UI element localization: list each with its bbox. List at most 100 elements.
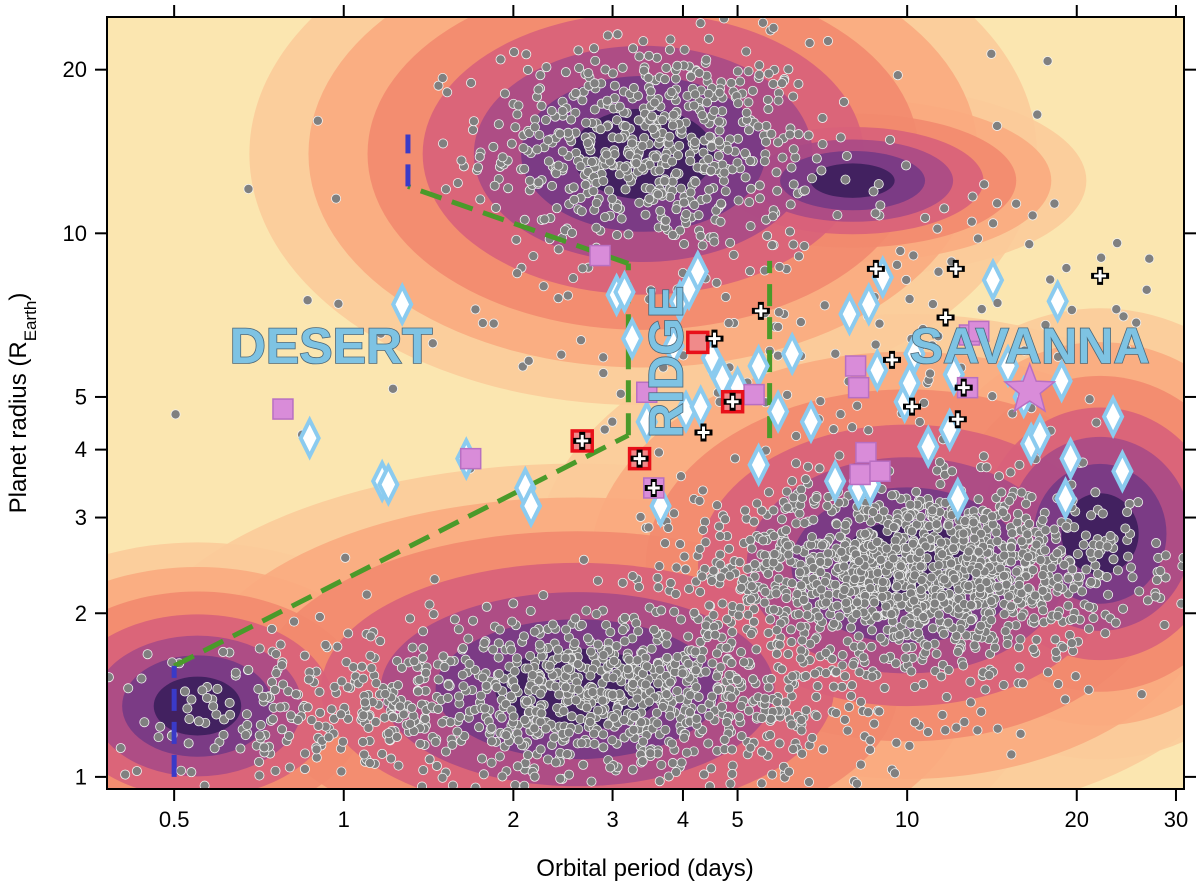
planet-point	[735, 76, 746, 87]
planet-point	[700, 537, 711, 548]
planet-point	[278, 679, 289, 690]
planet-point	[474, 151, 485, 162]
planet-point	[922, 640, 933, 651]
planet-point	[998, 680, 1009, 691]
planet-point	[697, 571, 708, 582]
planet-point	[538, 590, 549, 601]
planet-point	[1159, 619, 1170, 630]
planet-point	[1096, 252, 1107, 263]
planet-point	[506, 138, 517, 149]
planet-point	[1053, 679, 1064, 690]
planet-point	[828, 424, 839, 435]
planet-point	[854, 667, 865, 678]
planet-point	[854, 513, 865, 524]
planet-point	[707, 691, 718, 702]
planet-point	[888, 553, 899, 564]
planet-point	[681, 209, 692, 220]
planet-point	[199, 780, 210, 789]
planet-point	[706, 763, 717, 774]
planet-point	[772, 350, 783, 361]
planet-square	[855, 441, 877, 464]
planet-point	[811, 691, 822, 702]
planet-point	[1040, 545, 1051, 556]
planet-point	[746, 581, 757, 592]
planet-point	[676, 757, 687, 768]
planet-point	[988, 218, 999, 229]
planet-point	[765, 713, 776, 724]
planet-point	[1028, 643, 1039, 654]
planet-point	[433, 703, 444, 714]
planet-point	[1012, 517, 1023, 528]
planet-point	[1068, 614, 1079, 625]
planet-point	[224, 697, 235, 708]
planet-diamond	[857, 281, 881, 327]
planet-point	[797, 748, 808, 759]
planet-point	[1052, 610, 1063, 621]
planet-cross-fill	[576, 434, 589, 447]
planet-point	[716, 198, 727, 209]
planet-point	[1100, 628, 1111, 639]
planet-point	[1122, 507, 1133, 518]
planet-point	[804, 38, 815, 49]
planet-point	[969, 533, 980, 544]
planet-point	[578, 759, 589, 770]
planet-point	[1030, 590, 1041, 601]
planet-point	[1015, 634, 1026, 645]
planet-point	[277, 724, 288, 735]
planet-point	[677, 668, 688, 679]
planet-point	[649, 624, 660, 635]
planet-point	[551, 203, 562, 214]
planet-point	[875, 632, 886, 643]
planet-point	[732, 157, 743, 168]
planet-point	[762, 230, 773, 241]
planet-point	[611, 230, 622, 241]
planet-point	[987, 391, 998, 402]
planet-point	[803, 777, 814, 788]
planet-point	[973, 494, 984, 505]
planet-cross	[954, 378, 973, 397]
planet-point	[489, 180, 500, 191]
planet-point	[371, 678, 382, 689]
planet-point	[1160, 572, 1171, 583]
planet-point	[748, 616, 759, 627]
planet-point	[607, 689, 618, 700]
planet-cross	[573, 431, 592, 450]
planet-point	[581, 117, 592, 128]
planet-point	[915, 512, 926, 523]
x-tick-label: 2	[507, 807, 519, 832]
planet-point	[793, 609, 804, 620]
planet-point	[598, 352, 609, 363]
planet-point	[628, 43, 639, 54]
planet-point	[969, 640, 980, 651]
planet-point	[532, 144, 543, 155]
planet-point	[706, 165, 717, 176]
planet-point	[598, 176, 609, 187]
planet-point	[713, 116, 724, 127]
planet-point	[710, 629, 721, 640]
planet-point	[715, 572, 726, 583]
planet-point	[1052, 548, 1063, 559]
planet-point	[654, 664, 665, 675]
planet-point	[960, 516, 971, 527]
planet-point	[628, 83, 639, 94]
planet-point	[771, 167, 782, 178]
planet-point	[941, 691, 952, 702]
x-tick-label: 1	[338, 807, 350, 832]
planet-point	[903, 512, 914, 523]
planet-point	[581, 605, 592, 616]
planet-point	[846, 690, 857, 701]
planet-point	[722, 144, 733, 155]
planet-point	[842, 636, 853, 647]
planet-point	[743, 705, 754, 716]
planet-point	[663, 522, 674, 533]
planet-cross	[644, 478, 663, 497]
planet-point	[1004, 495, 1015, 506]
planet-point	[953, 646, 964, 657]
planet-point	[564, 769, 575, 780]
planet-point	[788, 179, 799, 190]
planet-point	[519, 214, 530, 225]
planet-point	[242, 720, 253, 731]
planet-point	[675, 539, 686, 550]
planet-point	[756, 778, 767, 789]
planet-point	[289, 616, 300, 627]
